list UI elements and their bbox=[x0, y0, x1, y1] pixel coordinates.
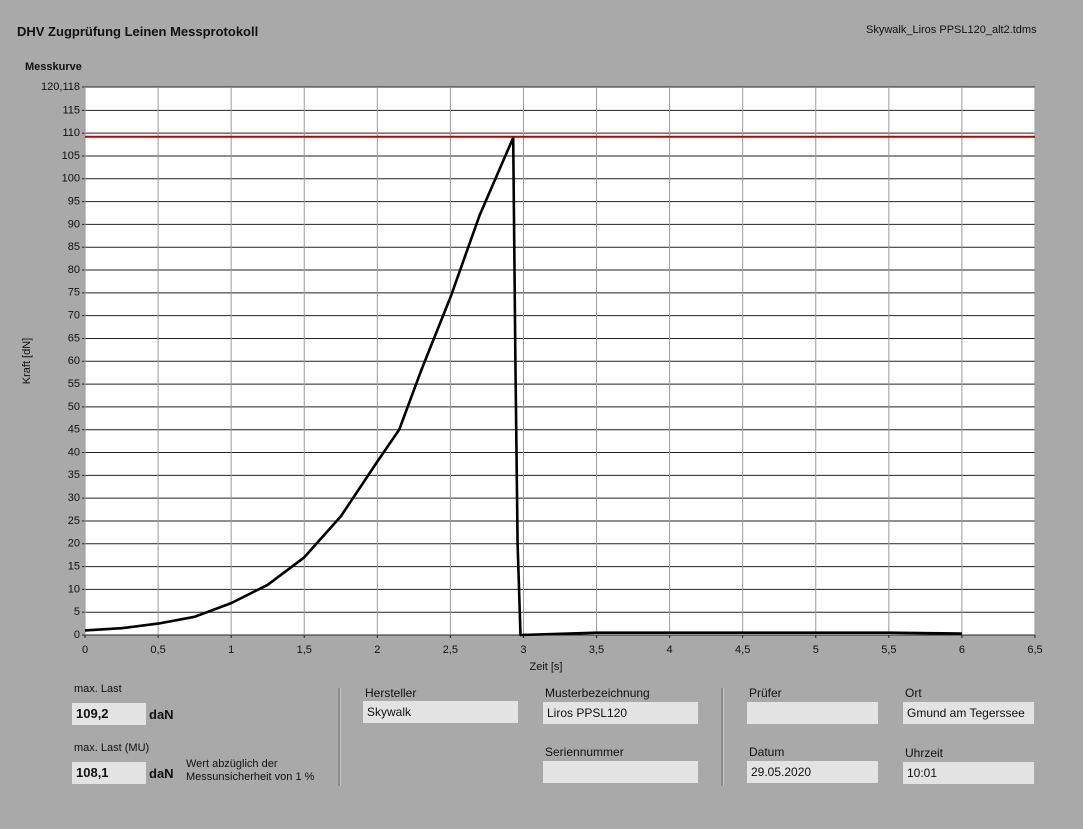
separator bbox=[338, 688, 341, 786]
y-tick-label: 80 bbox=[68, 264, 80, 276]
chart: Zeit [s] Kraft [dN] 05101520253035404550… bbox=[21, 81, 1043, 673]
x-tick-label: 5 bbox=[813, 644, 819, 656]
x-tick-label: 3,5 bbox=[589, 644, 604, 656]
y-tick-label: 120,118 bbox=[41, 81, 80, 93]
y-tick-label: 20 bbox=[68, 538, 80, 550]
separator bbox=[721, 688, 724, 786]
file-name: Skywalk_Liros PPSL120_alt2.tdms bbox=[866, 24, 1037, 36]
result-label: max. Last (MU) bbox=[74, 742, 150, 754]
y-tick-label: 15 bbox=[68, 560, 80, 572]
result-note: Wert abzüglich der bbox=[186, 758, 278, 770]
y-tick-label: 25 bbox=[68, 515, 80, 527]
field-label: Ort bbox=[905, 686, 922, 700]
result-unit: daN bbox=[149, 766, 174, 781]
y-tick-label: 110 bbox=[62, 127, 80, 139]
field-value: 10:01 bbox=[903, 762, 1034, 784]
x-axis-label: Zeit [s] bbox=[529, 661, 562, 673]
y-axis-label: Kraft [dN] bbox=[21, 338, 33, 384]
result-label: max. Last bbox=[74, 683, 122, 695]
y-tick-label: 50 bbox=[68, 401, 80, 413]
result-value: 109,2 bbox=[72, 703, 146, 725]
x-tick-label: 4,5 bbox=[735, 644, 750, 656]
field-value: Liros PPSL120 bbox=[543, 702, 698, 724]
x-tick-label: 5,5 bbox=[881, 644, 896, 656]
field-label: Uhrzeit bbox=[905, 746, 944, 760]
y-tick-label: 70 bbox=[68, 310, 80, 322]
y-tick-label: 55 bbox=[68, 378, 80, 390]
x-tick-label: 2 bbox=[374, 644, 380, 656]
y-tick-label: 40 bbox=[68, 446, 80, 458]
x-tick-label: 6 bbox=[959, 644, 965, 656]
x-tick-label: 4 bbox=[667, 644, 673, 656]
y-tick-label: 100 bbox=[62, 173, 80, 185]
y-tick-label: 75 bbox=[68, 287, 80, 299]
y-tick-label: 10 bbox=[68, 583, 80, 595]
field-label: Hersteller bbox=[365, 686, 417, 700]
x-tick-label: 0 bbox=[82, 644, 88, 656]
field-value: Skywalk bbox=[363, 701, 518, 723]
y-tick-label: 35 bbox=[68, 469, 80, 481]
x-tick-label: 3 bbox=[520, 644, 526, 656]
result-value: 108,1 bbox=[72, 762, 146, 784]
page-title: DHV Zugprüfung Leinen Messprotokoll bbox=[17, 24, 259, 39]
x-tick-label: 0,5 bbox=[150, 644, 165, 656]
data-line bbox=[84, 136, 962, 637]
y-tick-label: 85 bbox=[68, 241, 80, 253]
y-tick-label: 60 bbox=[68, 355, 80, 367]
x-tick-label: 1 bbox=[228, 644, 234, 656]
x-tick-label: 6,5 bbox=[1027, 644, 1042, 656]
field-label: Datum bbox=[749, 745, 785, 759]
field-label: Seriennummer bbox=[545, 745, 624, 759]
y-tick-label: 115 bbox=[62, 104, 80, 116]
y-tick-label: 105 bbox=[62, 150, 80, 162]
y-tick-label: 95 bbox=[68, 195, 80, 207]
field-value: Gmund am Tegerssee bbox=[903, 702, 1034, 724]
y-tick-label: 65 bbox=[68, 332, 80, 344]
y-tick-label: 45 bbox=[68, 424, 80, 436]
field-label: Prüfer bbox=[749, 686, 782, 700]
y-tick-label: 90 bbox=[68, 218, 80, 230]
y-tick-label: 0 bbox=[74, 629, 80, 641]
y-tick-label: 5 bbox=[74, 606, 80, 618]
field-label: Musterbezeichnung bbox=[545, 686, 650, 700]
result-note: Messunsicherheit von 1 % bbox=[186, 771, 315, 783]
chart-title: Messkurve bbox=[25, 61, 82, 73]
x-tick-label: 1,5 bbox=[297, 644, 312, 656]
x-tick-label: 2,5 bbox=[443, 644, 458, 656]
field-value: 29.05.2020 bbox=[747, 761, 878, 783]
field-value bbox=[747, 702, 878, 724]
field-value bbox=[543, 761, 698, 783]
y-tick-label: 30 bbox=[68, 492, 80, 504]
result-unit: daN bbox=[149, 707, 174, 722]
